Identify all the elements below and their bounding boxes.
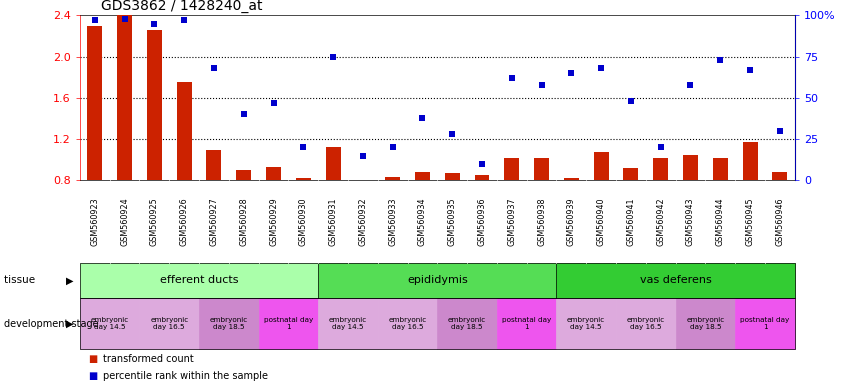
Text: ▶: ▶: [66, 275, 73, 285]
Text: GSM560936: GSM560936: [478, 197, 486, 246]
Bar: [623, 168, 638, 180]
Point: [88, 17, 102, 23]
Point: [148, 20, 161, 27]
Text: GSM560941: GSM560941: [627, 197, 636, 246]
Text: vas deferens: vas deferens: [640, 275, 711, 285]
Bar: [505, 158, 519, 180]
Text: GSM560945: GSM560945: [746, 197, 754, 246]
Point: [713, 57, 727, 63]
Text: GSM560942: GSM560942: [656, 197, 665, 246]
Point: [595, 65, 608, 71]
Bar: [594, 152, 609, 180]
Text: GSM560926: GSM560926: [180, 197, 188, 246]
Text: GSM560929: GSM560929: [269, 197, 278, 246]
Text: GSM560946: GSM560946: [775, 197, 785, 246]
Text: GSM560944: GSM560944: [716, 197, 725, 246]
Text: GSM560927: GSM560927: [209, 197, 219, 246]
Bar: [653, 158, 668, 180]
Text: GSM560940: GSM560940: [596, 197, 606, 246]
Text: GSM560930: GSM560930: [299, 197, 308, 246]
Point: [207, 65, 220, 71]
Text: epididymis: epididymis: [407, 275, 468, 285]
Point: [177, 17, 191, 23]
Text: GSM560924: GSM560924: [120, 197, 129, 246]
Bar: [564, 179, 579, 180]
Bar: [385, 177, 400, 180]
Point: [415, 115, 429, 121]
Text: tissue: tissue: [4, 275, 39, 285]
Point: [743, 67, 757, 73]
Text: GDS3862 / 1428240_at: GDS3862 / 1428240_at: [101, 0, 263, 13]
Bar: [325, 147, 341, 180]
Point: [624, 98, 637, 104]
Bar: [117, 15, 132, 180]
Bar: [177, 83, 192, 180]
Text: ■: ■: [88, 354, 98, 364]
Text: embryonic
day 16.5: embryonic day 16.5: [627, 317, 665, 330]
Point: [773, 128, 786, 134]
Text: postnatal day
1: postnatal day 1: [740, 317, 790, 330]
Bar: [147, 30, 161, 180]
Bar: [207, 149, 221, 180]
Point: [237, 111, 251, 118]
Text: efferent ducts: efferent ducts: [160, 275, 238, 285]
Text: GSM560934: GSM560934: [418, 197, 427, 246]
Text: GSM560931: GSM560931: [329, 197, 337, 246]
Text: development stage: development stage: [4, 318, 102, 329]
Text: postnatal day
1: postnatal day 1: [502, 317, 552, 330]
Bar: [87, 26, 103, 180]
Text: ▶: ▶: [66, 318, 73, 329]
Point: [535, 82, 548, 88]
Point: [356, 152, 369, 159]
Text: embryonic
day 14.5: embryonic day 14.5: [329, 317, 367, 330]
Text: GSM560933: GSM560933: [389, 197, 397, 246]
Point: [564, 70, 578, 76]
Bar: [266, 167, 281, 180]
Point: [475, 161, 489, 167]
Text: GSM560938: GSM560938: [537, 197, 546, 246]
Bar: [534, 158, 549, 180]
Text: embryonic
day 18.5: embryonic day 18.5: [209, 317, 248, 330]
Text: ■: ■: [88, 371, 98, 381]
Text: embryonic
day 18.5: embryonic day 18.5: [686, 317, 724, 330]
Text: postnatal day
1: postnatal day 1: [264, 317, 313, 330]
Bar: [474, 175, 489, 180]
Text: embryonic
day 18.5: embryonic day 18.5: [448, 317, 486, 330]
Point: [118, 16, 131, 22]
Bar: [772, 172, 787, 180]
Text: embryonic
day 16.5: embryonic day 16.5: [389, 317, 426, 330]
Bar: [743, 142, 758, 180]
Text: GSM560928: GSM560928: [239, 197, 248, 246]
Bar: [236, 170, 251, 180]
Text: GSM560932: GSM560932: [358, 197, 368, 246]
Bar: [296, 179, 310, 180]
Text: GSM560935: GSM560935: [447, 197, 457, 246]
Point: [505, 75, 519, 81]
Text: embryonic
day 14.5: embryonic day 14.5: [91, 317, 129, 330]
Text: GSM560923: GSM560923: [90, 197, 99, 246]
Point: [297, 144, 310, 151]
Bar: [415, 172, 430, 180]
Bar: [445, 173, 460, 180]
Point: [446, 131, 459, 137]
Text: GSM560925: GSM560925: [150, 197, 159, 246]
Text: percentile rank within the sample: percentile rank within the sample: [103, 371, 268, 381]
Text: embryonic
day 14.5: embryonic day 14.5: [567, 317, 606, 330]
Point: [267, 100, 280, 106]
Text: GSM560939: GSM560939: [567, 197, 576, 246]
Bar: [683, 155, 698, 180]
Bar: [713, 158, 727, 180]
Point: [684, 82, 697, 88]
Text: GSM560943: GSM560943: [686, 197, 695, 246]
Point: [326, 53, 340, 60]
Text: transformed count: transformed count: [103, 354, 194, 364]
Text: embryonic
day 16.5: embryonic day 16.5: [151, 317, 188, 330]
Point: [654, 144, 668, 151]
Text: GSM560937: GSM560937: [507, 197, 516, 246]
Point: [386, 144, 399, 151]
